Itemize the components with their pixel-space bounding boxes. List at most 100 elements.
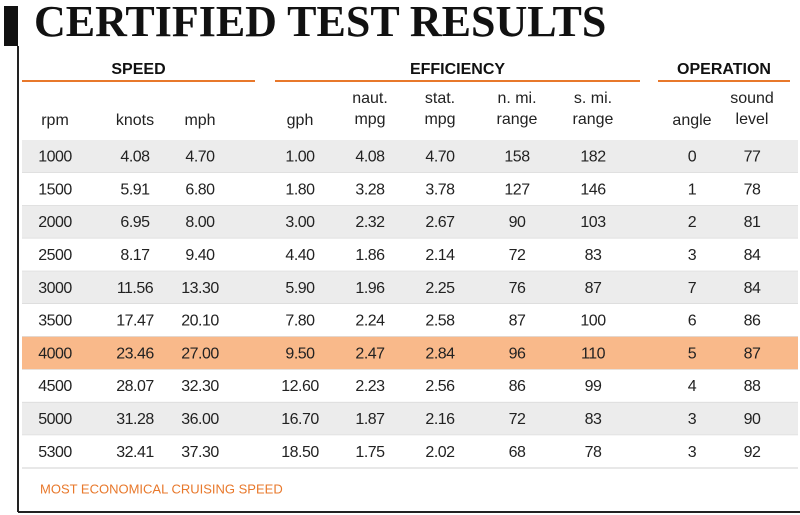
cell: 110 bbox=[581, 345, 606, 362]
cell: 31.28 bbox=[116, 411, 154, 428]
row-band bbox=[22, 369, 798, 403]
cell: 99 bbox=[585, 378, 602, 395]
cell: 28.07 bbox=[116, 378, 154, 395]
cell: 81 bbox=[744, 214, 761, 231]
column-header: naut. bbox=[352, 90, 388, 107]
cell: 2500 bbox=[38, 247, 72, 264]
cell: 23.46 bbox=[116, 345, 154, 362]
column-header: range bbox=[573, 111, 614, 128]
cell: 13.30 bbox=[181, 280, 219, 297]
row-band bbox=[22, 172, 798, 206]
cell: 2.24 bbox=[355, 313, 385, 330]
cell: 2.25 bbox=[425, 280, 455, 297]
cell: 182 bbox=[580, 149, 606, 166]
cell: 72 bbox=[509, 411, 526, 428]
cell: 1.75 bbox=[355, 444, 385, 461]
title-bar bbox=[4, 6, 18, 46]
column-header: n. mi. bbox=[497, 90, 536, 107]
cell: 4000 bbox=[38, 345, 72, 362]
cell: 27.00 bbox=[181, 345, 219, 362]
group-header: SPEED bbox=[111, 61, 165, 78]
cell: 4 bbox=[688, 378, 697, 395]
cell: 2.32 bbox=[355, 214, 385, 231]
cell: 68 bbox=[509, 444, 526, 461]
cell: 36.00 bbox=[181, 411, 219, 428]
cell: 78 bbox=[744, 181, 761, 198]
cell: 5.91 bbox=[120, 181, 150, 198]
cell: 7.80 bbox=[285, 313, 315, 330]
cell: 1.96 bbox=[355, 280, 385, 297]
cell: 1.00 bbox=[285, 149, 315, 166]
cell: 2.23 bbox=[355, 378, 385, 395]
cell: 0 bbox=[688, 149, 697, 166]
cell: 2.47 bbox=[355, 345, 385, 362]
cell: 2.02 bbox=[425, 444, 455, 461]
cell: 8.00 bbox=[185, 214, 215, 231]
cell: 5300 bbox=[38, 444, 72, 461]
column-header: angle bbox=[672, 112, 711, 129]
cell: 2 bbox=[688, 214, 697, 231]
cell: 1000 bbox=[38, 149, 72, 166]
cell: 76 bbox=[509, 280, 526, 297]
cell: 6 bbox=[688, 313, 697, 330]
cell: 87 bbox=[744, 345, 761, 362]
cell: 100 bbox=[580, 313, 606, 330]
cell: 86 bbox=[744, 313, 761, 330]
row-band bbox=[22, 304, 798, 337]
cell: 6.80 bbox=[185, 181, 215, 198]
cell: 1.87 bbox=[355, 411, 385, 428]
row-band bbox=[22, 140, 798, 173]
cell: 77 bbox=[744, 149, 761, 166]
cell: 3.28 bbox=[355, 181, 385, 198]
cell: 3 bbox=[688, 411, 697, 428]
cell: 37.30 bbox=[181, 444, 219, 461]
column-header: sound bbox=[730, 90, 774, 107]
cell: 5 bbox=[688, 345, 697, 362]
cell: 4.08 bbox=[355, 149, 385, 166]
cell: 2.58 bbox=[425, 313, 455, 330]
cell: 1500 bbox=[38, 181, 72, 198]
column-header: level bbox=[736, 111, 769, 128]
cell: 96 bbox=[509, 345, 526, 362]
cell: 87 bbox=[585, 280, 602, 297]
column-header: gph bbox=[287, 112, 314, 129]
cell: 2.67 bbox=[425, 214, 455, 231]
cell: 83 bbox=[585, 247, 602, 264]
column-header: rpm bbox=[41, 112, 69, 129]
cell: 1.86 bbox=[355, 247, 385, 264]
cell: 3000 bbox=[38, 280, 72, 297]
column-header: s. mi. bbox=[574, 90, 612, 107]
row-band bbox=[22, 402, 798, 436]
cell: 1 bbox=[688, 181, 697, 198]
cell: 72 bbox=[509, 247, 526, 264]
cell: 127 bbox=[504, 181, 530, 198]
cell: 12.60 bbox=[281, 378, 319, 395]
cell: 1.80 bbox=[285, 181, 315, 198]
cell: 78 bbox=[585, 444, 602, 461]
cell: 2000 bbox=[38, 214, 72, 231]
cell: 5.90 bbox=[285, 280, 315, 297]
cell: 17.47 bbox=[116, 313, 154, 330]
cell: 4500 bbox=[38, 378, 72, 395]
cell: 32.30 bbox=[181, 378, 219, 395]
cell: 83 bbox=[585, 411, 602, 428]
cell: 3.78 bbox=[425, 181, 455, 198]
cell: 11.56 bbox=[117, 280, 154, 297]
cell: 2.56 bbox=[425, 378, 455, 395]
footnote: MOST ECONOMICAL CRUISING SPEED bbox=[40, 481, 283, 496]
cell: 87 bbox=[509, 313, 526, 330]
cell: 2.16 bbox=[425, 411, 455, 428]
cell: 103 bbox=[580, 214, 606, 231]
cell: 4.70 bbox=[185, 149, 215, 166]
group-header: OPERATION bbox=[677, 61, 771, 78]
cell: 88 bbox=[744, 378, 761, 395]
cell: 92 bbox=[744, 444, 761, 461]
title: CERTIFIED TEST RESULTS bbox=[34, 0, 606, 46]
cell: 3 bbox=[688, 247, 697, 264]
column-header: mpg bbox=[354, 111, 385, 128]
cell: 6.95 bbox=[120, 214, 150, 231]
cell: 32.41 bbox=[116, 444, 154, 461]
cell: 20.10 bbox=[181, 313, 219, 330]
column-header: mpg bbox=[424, 111, 455, 128]
